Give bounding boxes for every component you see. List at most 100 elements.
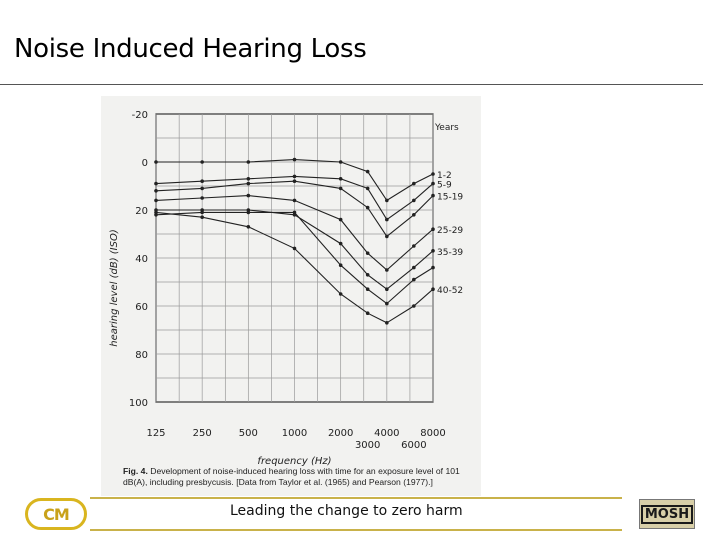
chart-labels: -20 0 20 40 60 80 100 125 250 500 1000 2000 4000 8000… [109,110,463,467]
data-point [365,287,370,291]
cm-logo: CM [25,498,87,530]
data-point [292,179,297,183]
data-point [246,160,251,164]
data-point [431,193,435,198]
x-tick-label: 8000 [420,428,445,439]
data-point [412,277,416,282]
data-point [246,177,251,181]
data-point [154,181,158,186]
data-point [365,169,370,174]
data-point [431,249,435,253]
data-point [338,263,343,267]
data-point [385,287,389,291]
data-point [200,160,204,164]
data-point [431,287,435,291]
data-point [412,198,416,203]
data-point [200,215,204,219]
x-tick-label: 2000 [328,428,353,439]
slide-title: Noise Induced Hearing Loss [14,34,367,64]
footer-rule-bottom [90,529,622,531]
x-tick-label-secondary: 6000 [401,440,426,451]
data-point [292,157,297,162]
x-tick-label: 250 [193,428,212,439]
x-tick-label: 125 [146,428,165,439]
data-point [292,198,297,203]
data-point [385,234,389,239]
data-point [431,227,435,231]
title-divider [0,84,703,85]
data-point [412,213,416,217]
y-tick-label: 40 [135,254,148,265]
data-point [246,210,251,215]
chart-grid [155,113,434,403]
data-point [338,217,343,222]
data-point [412,265,416,270]
legend-title: Years [434,123,459,133]
cm-logo-text: CM [43,504,70,524]
data-point [385,268,389,272]
caption-label: Fig. 4. [123,466,148,476]
y-tick-label: 60 [135,302,148,313]
data-point [412,304,416,308]
data-point [365,273,370,277]
data-point [365,186,370,191]
series-label: 15-19 [437,193,463,203]
data-point [292,174,297,179]
data-point [292,210,297,215]
x-axis-label: frequency (Hz) [257,456,331,467]
y-tick-label: -20 [132,110,148,121]
data-point [338,177,343,181]
data-point [431,265,435,270]
y-tick-label: 80 [135,350,148,361]
data-point [246,225,251,229]
x-tick-label: 4000 [374,428,399,439]
series-label: 1-2 [437,171,452,181]
data-point [338,241,343,246]
hearing-loss-chart: -20 0 20 40 60 80 100 125 250 500 1000 2000 4000 8000… [109,110,463,467]
caption-text: Development of noise-induced hearing los… [123,466,460,487]
data-point [385,198,389,203]
data-point [246,193,251,198]
data-point [338,160,343,164]
mosh-logo: MOSH [639,499,695,529]
x-tick-label: 500 [239,428,258,439]
data-point [365,311,370,315]
data-point [154,213,158,217]
data-point [246,181,251,186]
y-axis-label: hearing level (dB) (ISO) [109,229,120,347]
data-point [385,217,389,222]
series-label: 25-29 [437,226,463,236]
data-point [200,179,204,183]
figure-caption: Fig. 4. Development of noise-induced hea… [123,466,473,488]
data-point [154,189,158,193]
chart-series [154,157,435,325]
data-point [385,321,389,325]
series-label: 40-52 [437,286,463,296]
series-label: 35-39 [437,248,463,258]
y-tick-label: 0 [142,158,148,169]
data-point [154,198,158,203]
chart-figure: -20 0 20 40 60 80 100 125 250 500 1000 2000 4000 8000… [101,96,481,496]
data-point [200,210,204,215]
footer-tagline: Leading the change to zero harm [230,503,463,519]
data-point [154,160,158,164]
data-point [412,244,416,248]
y-tick-label: 20 [135,206,148,217]
mosh-logo-text: MOSH [640,504,694,524]
x-tick-label-secondary: 3000 [355,440,380,451]
y-tick-label: 100 [129,398,148,409]
data-point [338,186,343,191]
data-point [200,186,204,191]
data-point [365,205,370,210]
data-point [200,196,204,200]
data-point [431,172,435,176]
footer-rule-top [90,497,622,499]
data-point [431,181,435,186]
data-point [365,251,370,255]
data-point [385,301,389,306]
data-point [292,246,297,251]
series-label: 5-9 [437,181,452,191]
data-point [412,181,416,186]
x-tick-label: 1000 [282,428,307,439]
data-point [338,292,343,296]
